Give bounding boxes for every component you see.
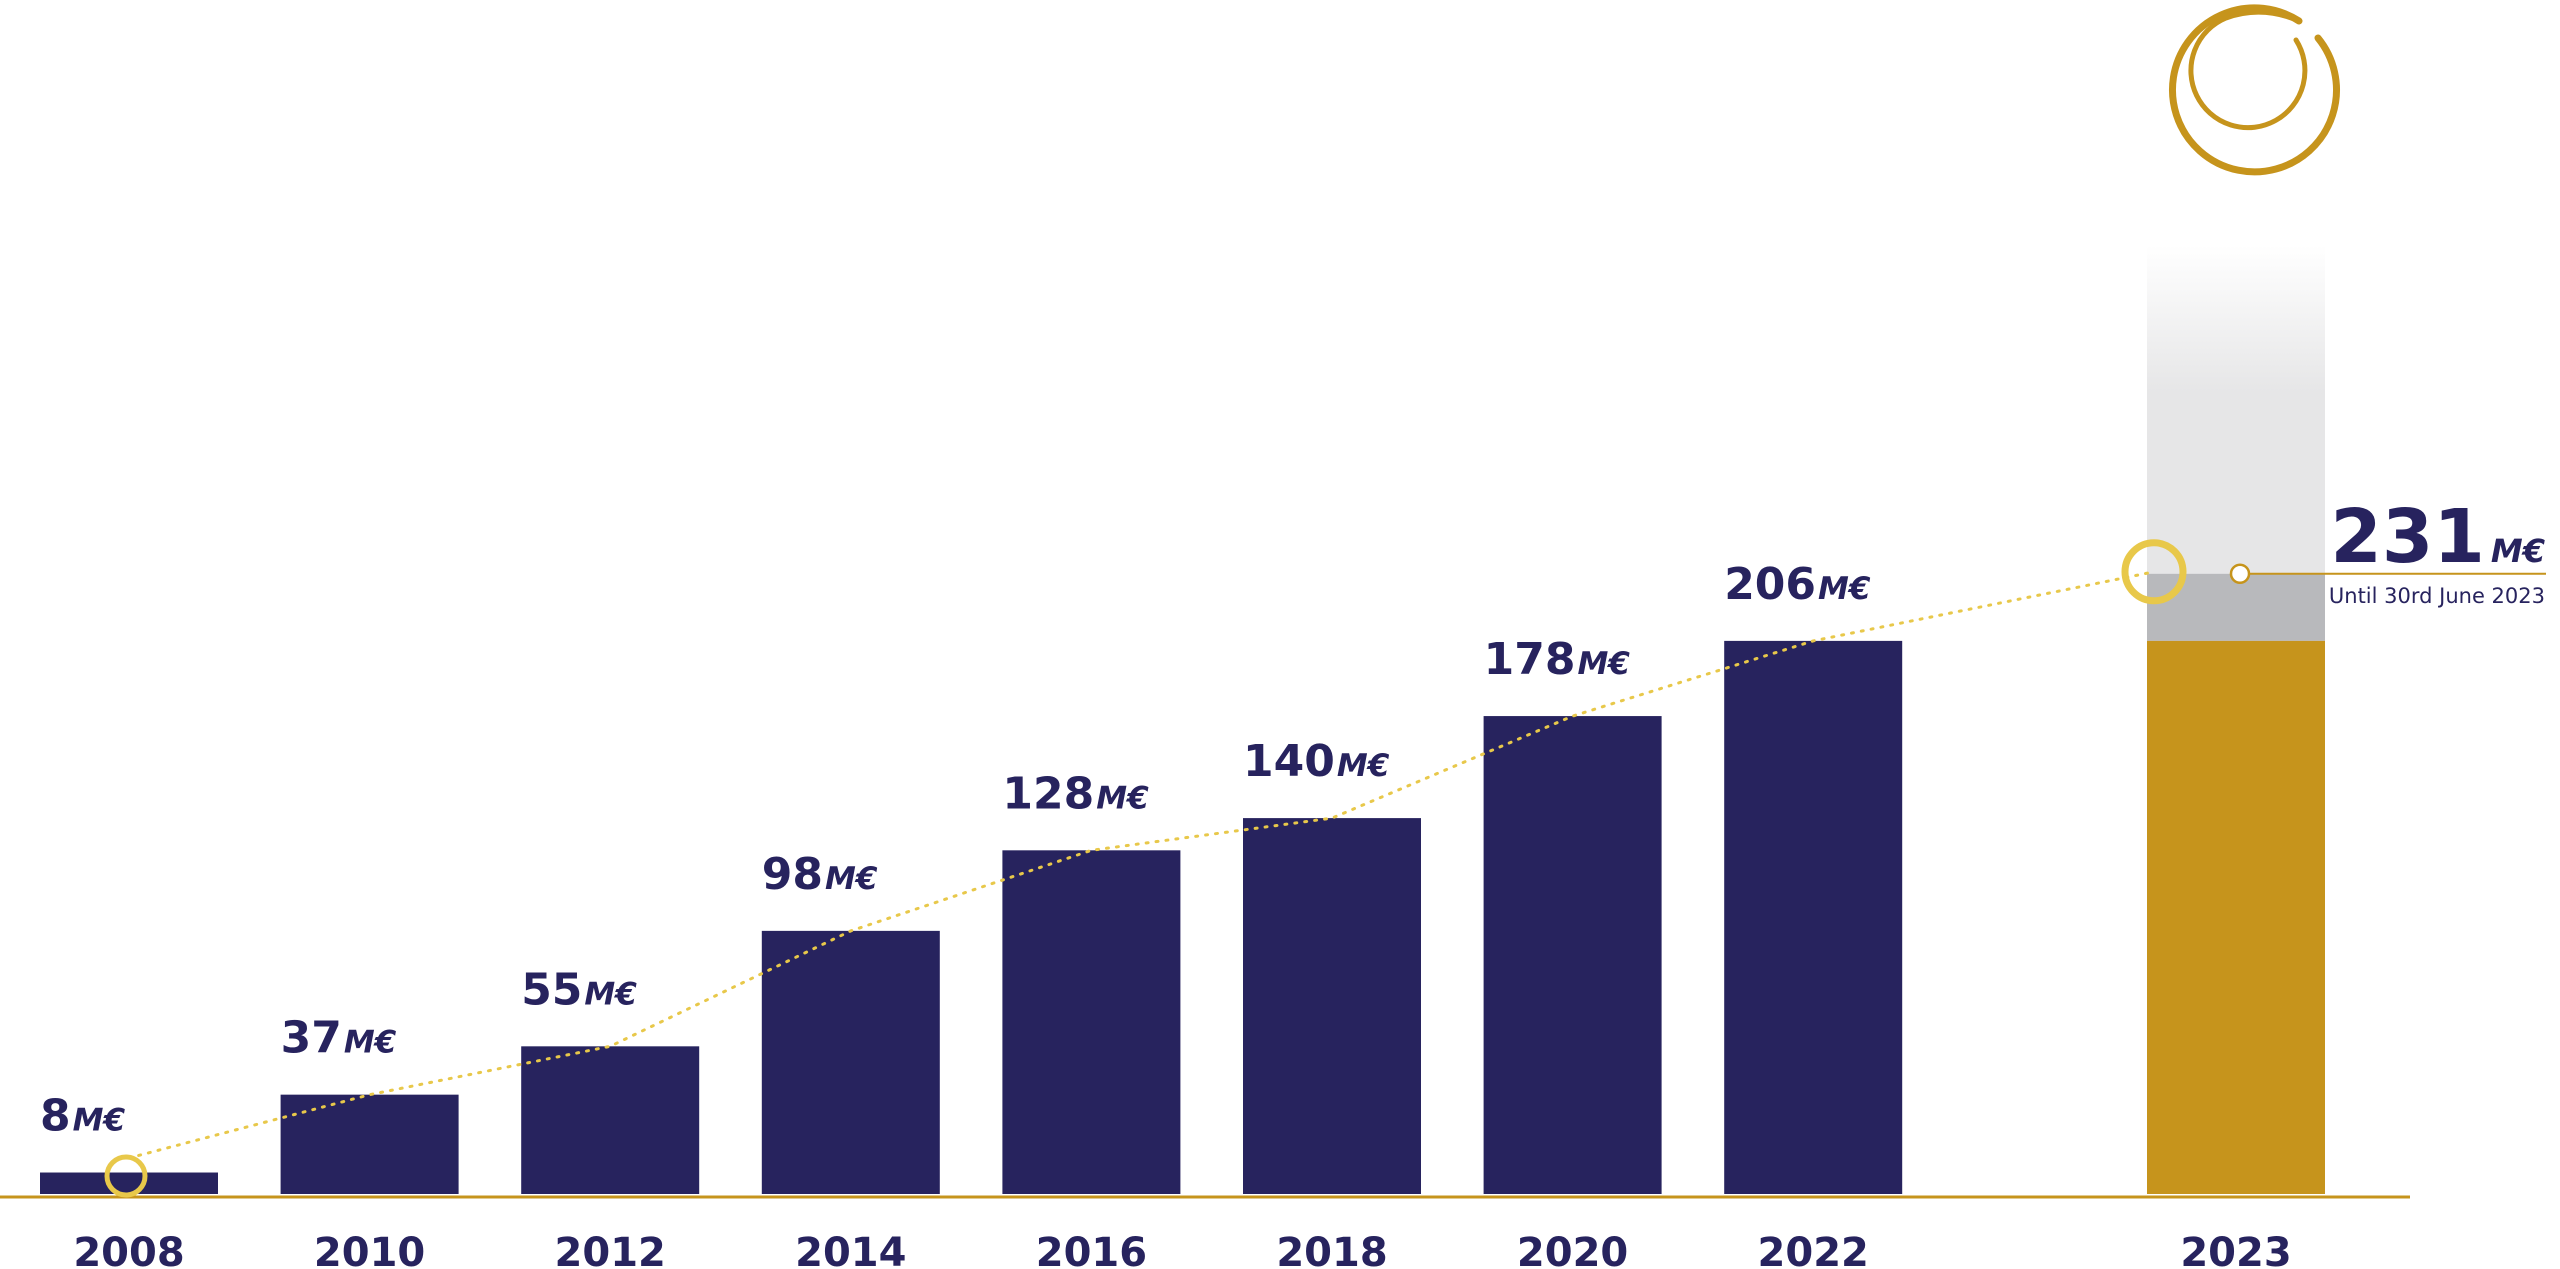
year-label-2020: 2020 bbox=[1517, 1230, 1628, 1269]
year-label-2010: 2010 bbox=[314, 1230, 425, 1269]
highlight-bar-increment bbox=[2147, 573, 2325, 641]
bars-group bbox=[40, 573, 2325, 1194]
highlight-dot bbox=[2229, 563, 2251, 585]
value-label-2014: 98M€ bbox=[762, 849, 878, 900]
start-marker-circle bbox=[104, 1154, 148, 1198]
bar-2020 bbox=[1483, 716, 1662, 1194]
value-label-2016: 128M€ bbox=[1002, 768, 1149, 819]
year-labels-group: 2008 2010 2012 2014 2016 2018 2020 2022 2023 bbox=[73, 1230, 2291, 1269]
highlight-note: Until 30rd June 2023 bbox=[2329, 584, 2545, 608]
value-label-2022: 206M€ bbox=[1724, 559, 1871, 610]
year-label-2018: 2018 bbox=[1276, 1230, 1387, 1269]
year-label-2022: 2022 bbox=[1758, 1230, 1869, 1269]
value-label-2008: 8M€ bbox=[40, 1091, 125, 1142]
highlight-bar-fade bbox=[2147, 245, 2325, 574]
gold-swirl-logo-icon bbox=[2169, 4, 2340, 176]
trend-line bbox=[127, 570, 2156, 1160]
year-label-2008: 2008 bbox=[73, 1230, 184, 1269]
year-label-2023: 2023 bbox=[2180, 1230, 2291, 1269]
year-label-2014: 2014 bbox=[795, 1230, 906, 1269]
bar-2016 bbox=[1002, 850, 1181, 1194]
highlight-value-label: 231 M€ bbox=[2330, 494, 2545, 580]
highlight-callout: 231 M€ Until 30rd June 2023 bbox=[2229, 494, 2546, 608]
bar-2012 bbox=[521, 1046, 700, 1194]
value-label-2012: 55M€ bbox=[521, 964, 637, 1015]
bar-2022 bbox=[1724, 640, 1903, 1194]
highlight-bar-2023 bbox=[2147, 640, 2325, 1194]
value-labels-group: 8M€ 37M€ 55M€ 98M€ 128M€ 140M€ 178M€ 206M€ bbox=[40, 559, 1871, 1142]
end-marker-circle bbox=[2121, 539, 2187, 605]
bar-2018 bbox=[1243, 818, 1421, 1194]
value-label-2020: 178M€ bbox=[1484, 634, 1631, 685]
bar-2010 bbox=[280, 1094, 459, 1194]
value-label-2010: 37M€ bbox=[281, 1013, 397, 1064]
year-label-2012: 2012 bbox=[555, 1230, 666, 1269]
year-label-2016: 2016 bbox=[1036, 1230, 1147, 1269]
bar-2008 bbox=[40, 1172, 218, 1194]
bar-2014 bbox=[761, 930, 940, 1194]
value-label-2018: 140M€ bbox=[1243, 736, 1390, 787]
